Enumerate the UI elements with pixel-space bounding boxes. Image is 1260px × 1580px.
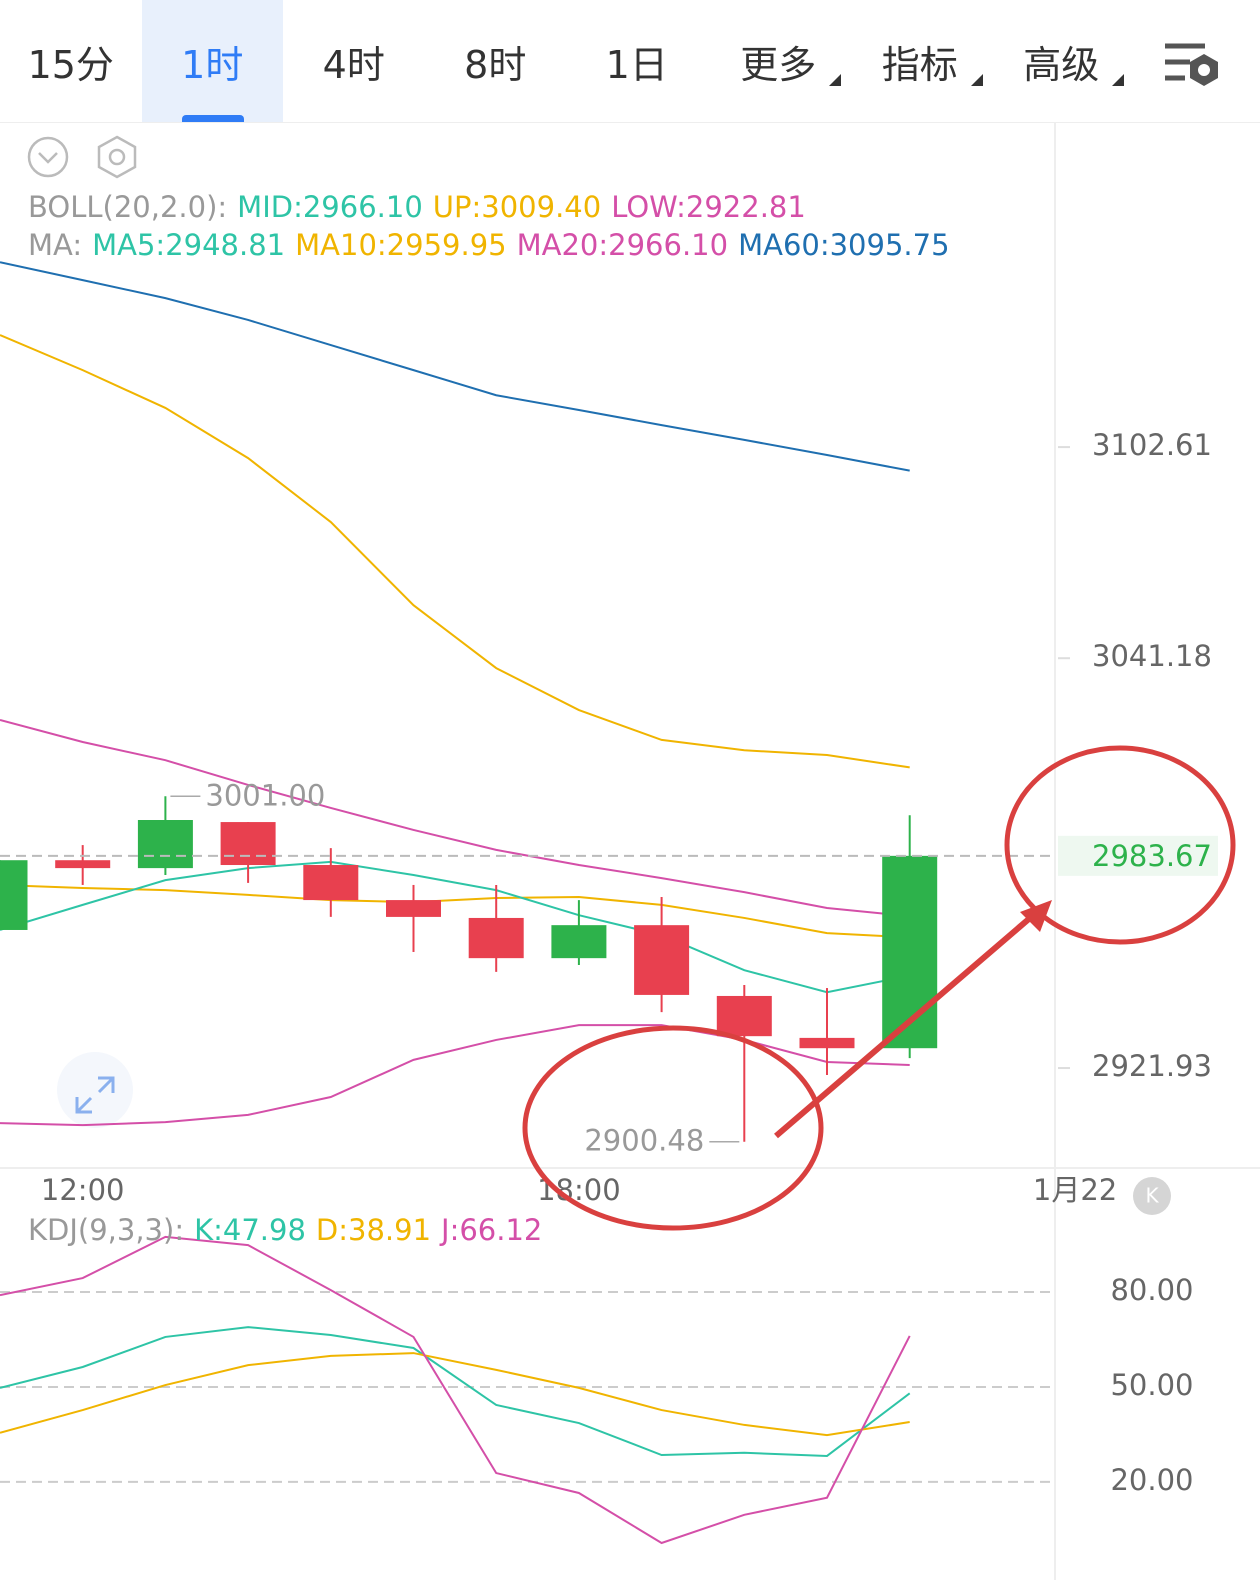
period-tab[interactable]: 更多 [708,0,850,122]
ma-legend: MA: MA5:2948.81 MA10:2959.95 MA20:2966.10 MA… [28,228,960,262]
x-tick-label: 12:00 [41,1173,125,1207]
k-badge[interactable]: K [1133,1177,1171,1215]
candle-body [303,865,359,901]
candle-body [386,900,441,917]
legend-item: D:38.91 [315,1213,432,1247]
legend-item: MA: [28,228,83,262]
period-tab[interactable]: 8时 [464,42,527,87]
indicator-line [0,1024,910,1127]
legend-item: BOLL(20,2.0): [28,190,228,224]
candle-body [0,860,28,930]
y-tick-label: 2921.93 [1092,1049,1212,1083]
period-tab[interactable]: 指标 [849,0,991,122]
high-label: 3001.00 [205,778,325,812]
period-toolbar: 15分 1时 4时 8时 1日 更多 指标 高级 [0,0,1260,123]
period-tab[interactable]: 1时 [141,0,283,122]
collapse-icon[interactable] [27,136,69,178]
legend-item: UP:3009.40 [432,190,602,224]
legend-item: KDJ(9,3,3): [28,1213,185,1247]
period-tab[interactable]: 4时 [322,42,385,87]
boll-legend: BOLL(20,2.0): MID:2966.10 UP:3009.40 LOW:29… [28,190,816,224]
settings-icon[interactable] [97,135,137,179]
indicator-line [0,261,910,472]
legend-item: MA60:3095.75 [738,228,950,262]
legend-item: MA20:2966.10 [516,228,729,262]
candle-body [468,917,524,959]
indicator-line [0,719,910,918]
candle-body [55,860,111,869]
candle-body [137,820,193,869]
y-tick-label: 80.00 [1110,1273,1193,1307]
indicator-line [0,334,910,769]
last-price-bg [1058,835,1218,876]
indicator-line [0,860,910,994]
svg-text:K: K [1145,1184,1159,1208]
expand-button[interactable] [57,1052,133,1128]
indicator-line [0,883,910,939]
annotation [522,745,1236,1231]
kdj-line [0,1352,910,1437]
legend-item: MA5:2948.81 [92,228,286,262]
legend-item: J:66.12 [441,1213,543,1247]
y-tick-label: 20.00 [1110,1463,1193,1497]
toolbar-settings-icon[interactable] [1165,43,1218,86]
y-tick-label: 50.00 [1110,1368,1193,1402]
candle-body [882,855,938,1049]
x-tick-label: 1月22 [1033,1173,1117,1207]
y-tick-label: 3102.61 [1092,428,1212,462]
legend-item: K:47.98 [194,1213,306,1247]
kdj-legend: KDJ(9,3,3): K:47.98 D:38.91 J:66.12 [28,1213,552,1247]
period-tab[interactable]: 1日 [605,42,668,87]
candle-body [220,822,276,866]
candle-body [634,925,690,995]
x-tick-label: 18:00 [537,1173,621,1207]
candle-body [799,1037,855,1049]
period-tab[interactable]: 15分 [27,42,114,87]
candle-body [551,925,607,959]
y-tick-label: 3041.18 [1092,639,1212,673]
legend-item: MA10:2959.95 [295,228,507,262]
candle-body [716,995,772,1037]
legend-item: LOW:2922.81 [611,190,806,224]
low-label: 2900.48 [584,1124,704,1158]
kdj-line [0,1326,911,1457]
period-tab[interactable]: 高级 [991,0,1133,122]
last-price-label: 2983.67 [1092,839,1212,873]
kdj-line [0,1235,911,1545]
legend-item: MID:2966.10 [237,190,423,224]
